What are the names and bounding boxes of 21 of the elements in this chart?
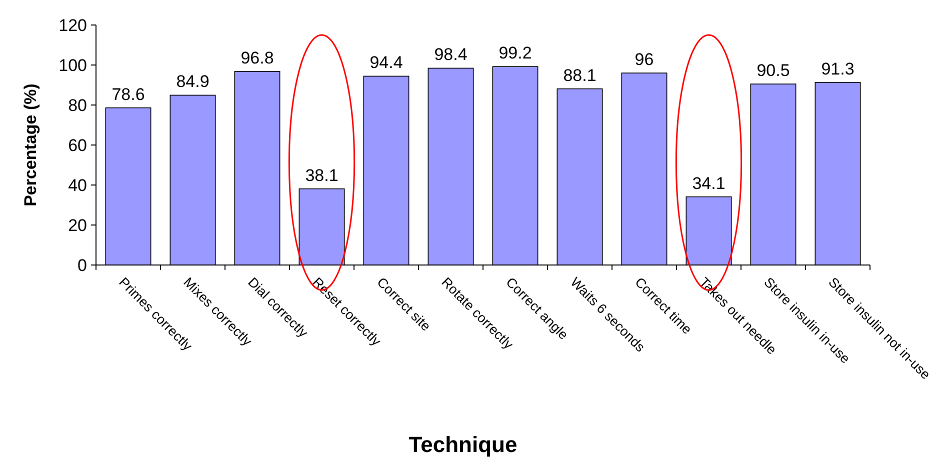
data-label: 91.3 bbox=[821, 59, 854, 78]
data-label: 94.4 bbox=[370, 53, 403, 72]
data-label: 96.8 bbox=[240, 48, 274, 68]
y-tick-label: 0 bbox=[78, 256, 87, 275]
y-tick-label: 40 bbox=[68, 176, 87, 195]
data-label: 99.2 bbox=[498, 44, 532, 63]
data-label: 88.1 bbox=[563, 66, 596, 85]
y-tick-label: 80 bbox=[68, 96, 87, 115]
data-label: 84.9 bbox=[176, 72, 210, 92]
data-label: 78.6 bbox=[112, 84, 145, 104]
data-label: 96 bbox=[634, 50, 654, 69]
y-tick-label: 120 bbox=[58, 16, 87, 35]
data-label: 90.5 bbox=[756, 61, 790, 80]
y-tick-label: 60 bbox=[68, 136, 87, 155]
y-axis-title: Percentage (%) bbox=[21, 84, 40, 206]
y-tick-label: 100 bbox=[58, 56, 87, 75]
y-tick-label: 20 bbox=[68, 216, 87, 235]
x-axis-title: Technique bbox=[408, 432, 518, 457]
data-label: 34.1 bbox=[692, 174, 726, 193]
data-label: 98.4 bbox=[434, 45, 468, 64]
data-label: 38.1 bbox=[305, 166, 338, 185]
